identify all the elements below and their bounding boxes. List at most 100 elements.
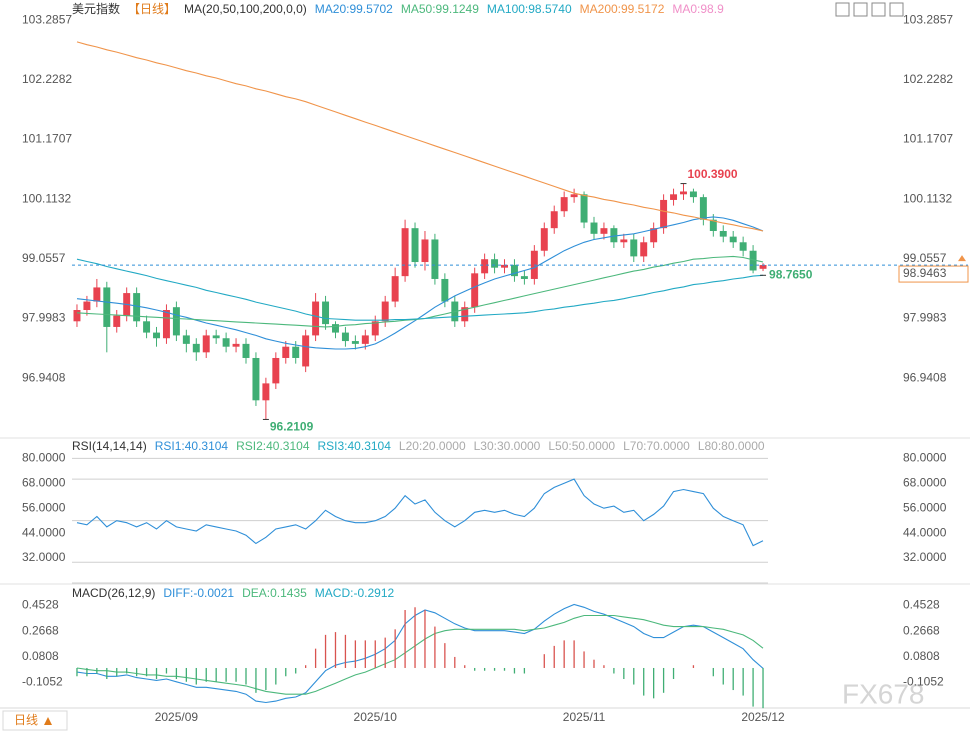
icon[interactable] — [889, 2, 904, 17]
y-tick-label-right: 0.4528 — [903, 598, 940, 612]
legend-entry: L70:70.0000 — [623, 439, 690, 453]
legend-entry: MA100:98.5740 — [487, 2, 572, 16]
candle-body — [262, 383, 270, 401]
y-tick-label: 103.2857 — [22, 12, 72, 26]
candle-body — [481, 259, 489, 274]
indicator-line — [76, 478, 764, 547]
x-tick-label: 2025/11 — [563, 710, 606, 724]
candle-body — [282, 346, 290, 358]
x-tick-label: 2025/12 — [741, 710, 785, 724]
y-tick-label-right: 80.0000 — [903, 450, 947, 464]
legend-entry: DEA:0.1435 — [242, 586, 307, 600]
y-tick-label-right: 96.9408 — [903, 370, 947, 384]
candle-body — [580, 194, 588, 223]
y-tick-label-right: 99.0557 — [903, 251, 947, 265]
toolbar-icons[interactable] — [835, 2, 904, 17]
candle-body — [162, 310, 170, 339]
candle-body — [272, 357, 280, 384]
candle-body — [501, 264, 508, 268]
legend-entry: MA200:99.5172 — [580, 2, 665, 16]
candle-body — [471, 273, 479, 308]
candle-body — [93, 287, 101, 302]
candle-body — [411, 228, 419, 263]
y-tick-label: 100.1132 — [22, 191, 71, 205]
candle-body — [670, 194, 678, 200]
ma-line — [76, 41, 764, 232]
candle-body — [739, 242, 747, 251]
candle-body — [242, 343, 250, 358]
legend-entry: L50:50.0000 — [548, 439, 615, 453]
candle-body — [182, 335, 190, 344]
candle-body — [491, 259, 499, 268]
y-tick-label-right: 0.2668 — [903, 623, 940, 637]
candle-body — [620, 239, 628, 243]
y-tick-label: 32.0000 — [22, 550, 66, 564]
panel-title: 美元指数 — [72, 1, 120, 16]
button-frame[interactable] — [2, 710, 68, 731]
legend-entry: L80:80.0000 — [698, 439, 765, 453]
x-tick-label: 2025/10 — [354, 710, 398, 724]
icon[interactable] — [835, 2, 850, 17]
y-tick-label: 0.2668 — [22, 623, 59, 637]
candle-body — [540, 228, 548, 251]
candle-body — [143, 321, 151, 333]
y-tick-label: 56.0000 — [22, 500, 66, 514]
button-label[interactable]: 日线 — [14, 713, 38, 727]
y-tick-label-right: 101.1707 — [903, 132, 953, 146]
panel-title: MACD(26,12,9) — [72, 586, 155, 600]
candle-body — [222, 338, 230, 347]
candle-body — [610, 228, 618, 243]
indicator-line — [76, 603, 764, 704]
x-tick-label: 2025/09 — [155, 710, 199, 724]
ma-line — [76, 258, 764, 321]
candle-body — [729, 236, 737, 243]
candle-body — [570, 194, 578, 198]
candle-body — [73, 310, 81, 322]
candle-body — [421, 239, 429, 263]
y-tick-label-right: 68.0000 — [903, 475, 947, 489]
candle-body — [103, 287, 111, 327]
candle-body — [133, 293, 141, 322]
panel-title: RSI(14,14,14) — [72, 439, 147, 453]
candle-body — [550, 211, 558, 229]
candle-body — [660, 199, 668, 229]
icon[interactable] — [853, 2, 868, 17]
candle-body — [113, 315, 121, 327]
candle-body — [252, 357, 260, 401]
period-button[interactable]: 日线 — [2, 710, 68, 731]
current-price-arrow — [958, 255, 966, 262]
candle-body — [341, 332, 349, 342]
candle-body — [590, 222, 598, 234]
button-arrow[interactable] — [44, 717, 52, 725]
legend-entry: MA0:98.9 — [672, 2, 724, 16]
indicator-line — [76, 614, 764, 695]
legend-entry: RSI1:40.3104 — [155, 439, 229, 453]
candle-body — [709, 219, 717, 231]
current-price-box — [898, 265, 969, 283]
candle-body — [640, 242, 648, 257]
candle-body — [461, 307, 469, 322]
period-label: 【日线】 — [128, 2, 176, 16]
y-tick-label: 96.9408 — [22, 370, 66, 384]
candle-body — [83, 301, 91, 311]
candle-body — [749, 250, 757, 271]
y-tick-label: 44.0000 — [22, 525, 66, 539]
y-tick-label-right: 44.0000 — [903, 525, 947, 539]
legend-entry: MACD:-0.2912 — [315, 586, 395, 600]
y-tick-label-right: 103.2857 — [903, 12, 953, 26]
candle-body — [351, 341, 359, 344]
candle-body — [322, 301, 330, 325]
candle-body — [302, 335, 310, 367]
annotation-label: 96.2109 — [270, 420, 314, 434]
candle-body — [441, 278, 449, 302]
icon[interactable] — [871, 2, 886, 17]
y-tick-label-right: 0.0808 — [903, 649, 940, 663]
y-tick-label-right: 56.0000 — [903, 500, 947, 514]
candle-body — [680, 191, 687, 195]
legend-entry: RSI2:40.3104 — [236, 439, 310, 453]
candle-body — [292, 346, 300, 358]
candle-body — [312, 301, 320, 336]
legend-entry: L30:30.0000 — [474, 439, 541, 453]
candle-body — [202, 335, 210, 353]
